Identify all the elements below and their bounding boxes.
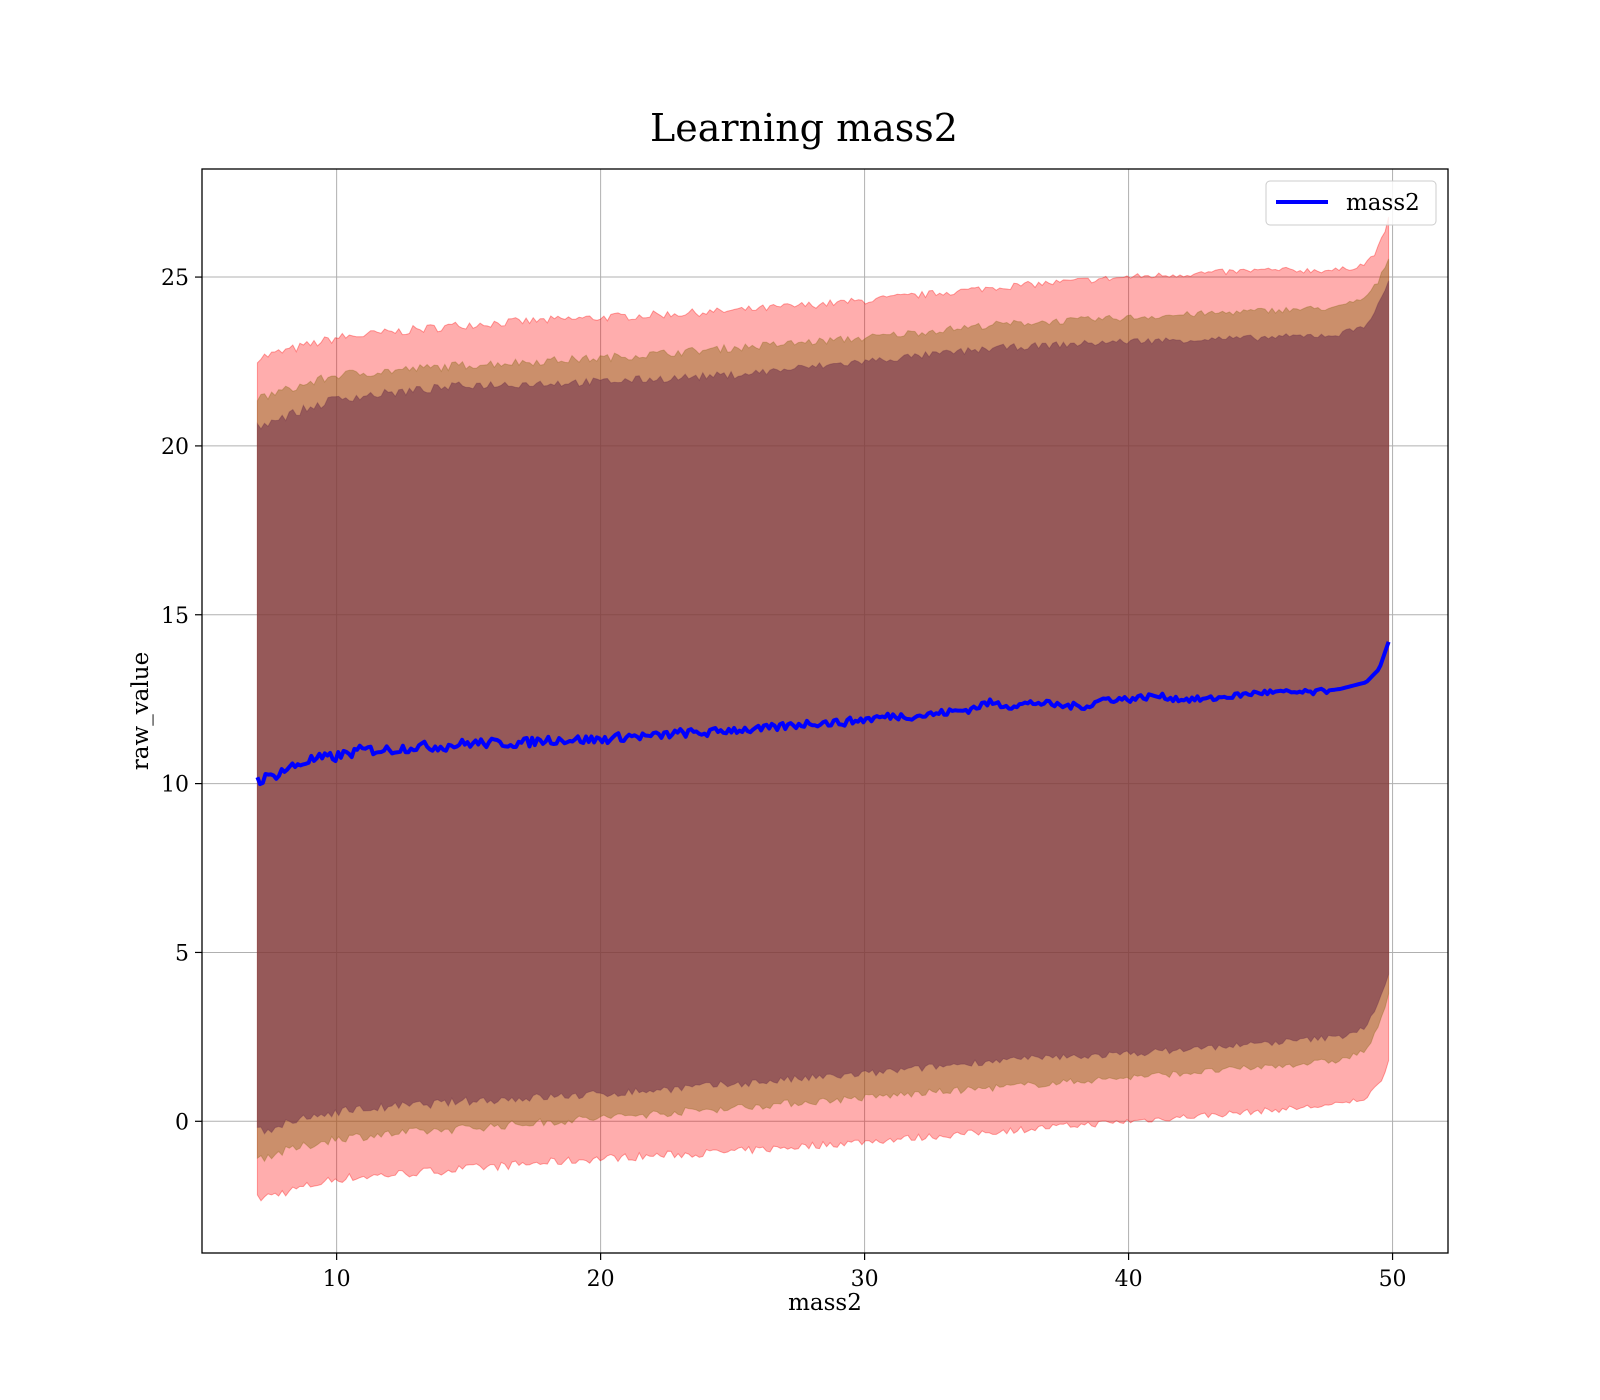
series-line-mass2 (255, 641, 1391, 787)
x-axis-label: mass2 (788, 1290, 862, 1316)
legend-label-mass2: mass2 (1346, 190, 1420, 216)
y-tick-label-0: 0 (175, 1110, 189, 1135)
x-tick-label-10: 10 (323, 1267, 351, 1292)
y-tick-label-25: 25 (161, 266, 189, 291)
legend-box (1265, 180, 1437, 226)
line-layer (255, 641, 1391, 787)
tick-layer: 10 20 30 40 50 0 5 10 15 20 25 (161, 266, 1407, 1292)
x-tick-label-40: 40 (1115, 1267, 1143, 1292)
x-tick-label-30: 30 (851, 1267, 879, 1292)
chart-title: Learning mass2 (650, 106, 958, 150)
y-tick-label-5: 5 (175, 941, 189, 966)
legend: mass2 (1265, 180, 1437, 226)
x-tick-label-50: 50 (1379, 1267, 1407, 1292)
y-axis-label: raw_value (128, 652, 154, 770)
band-inner (256, 280, 1390, 1135)
y-tick-label-20: 20 (161, 435, 189, 460)
plot-frame (201, 168, 1449, 1254)
y-tick-label-15: 15 (161, 604, 189, 629)
y-tick-label-10: 10 (161, 773, 189, 798)
band-layer (256, 216, 1390, 1202)
x-tick-label-20: 20 (587, 1267, 615, 1292)
